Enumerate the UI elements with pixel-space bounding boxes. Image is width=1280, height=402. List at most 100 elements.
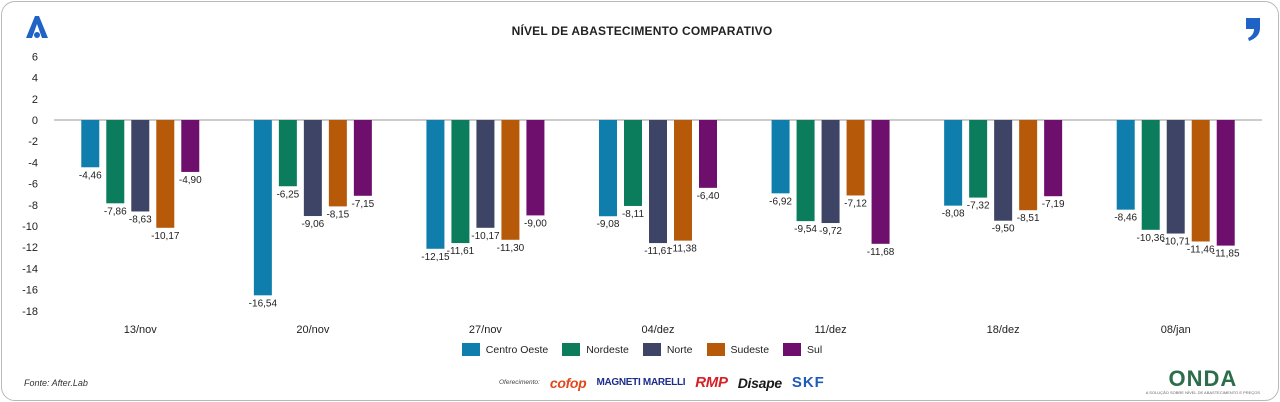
- bar-sul: [1216, 120, 1235, 246]
- source-note: Fonte: After.Lab: [24, 378, 88, 388]
- bar-sul: [526, 120, 545, 216]
- quote-mark-icon: [1246, 18, 1260, 41]
- legend-label: Sul: [807, 343, 823, 356]
- bar-sudeste: [1191, 120, 1210, 242]
- y-tick-label: -10: [22, 221, 38, 233]
- sponsors-strip: Oferecimento: cofop MAGNETI MARELLI RMP …: [499, 374, 825, 391]
- bar-centro-oeste: [771, 120, 790, 194]
- bar-centro-oeste: [253, 120, 272, 296]
- category-label: 11/dez: [814, 324, 846, 336]
- data-label: -11,30: [497, 243, 525, 254]
- bar-sudeste: [328, 120, 347, 207]
- data-label: -11,85: [1212, 249, 1240, 260]
- bar-centro-oeste: [1116, 120, 1135, 210]
- bar-nordeste: [278, 120, 297, 187]
- bar-nordeste: [451, 120, 470, 244]
- chart-legend: Centro Oeste Nordeste Norte Sudeste Sul: [2, 343, 1278, 356]
- data-label: -4,46: [79, 170, 102, 181]
- legend-item: Centro Oeste: [461, 343, 549, 356]
- bar-sul: [871, 120, 890, 244]
- data-label: -7,32: [967, 201, 990, 212]
- magneti-marelli-logo: MAGNETI MARELLI: [596, 377, 686, 388]
- data-label: -9,08: [597, 219, 620, 230]
- after-lab-logo-icon: [26, 16, 48, 38]
- category-label: 04/dez: [641, 324, 674, 336]
- data-label: -8,51: [1017, 213, 1040, 224]
- bar-norte: [131, 120, 150, 212]
- data-label: -7,19: [1042, 199, 1065, 210]
- data-label: -8,46: [1114, 213, 1137, 224]
- bar-norte: [821, 120, 840, 224]
- data-label: -10,17: [151, 231, 180, 242]
- y-tick-label: -16: [22, 285, 38, 297]
- data-label: -9,00: [524, 218, 547, 229]
- legend-label: Centro Oeste: [485, 343, 549, 356]
- data-label: -6,92: [769, 196, 792, 207]
- data-label: -7,15: [351, 199, 374, 210]
- data-label: -16,54: [249, 298, 278, 309]
- y-tick-label: -4: [28, 157, 38, 169]
- chart-title: NÍVEL DE ABASTECIMENTO COMPARATIVO: [511, 24, 773, 38]
- bar-sudeste: [674, 120, 692, 241]
- legend-swatch: [562, 343, 581, 356]
- data-label: -6,40: [697, 191, 720, 202]
- bar-nordeste: [796, 120, 815, 222]
- category-label: 27/nov: [469, 324, 503, 336]
- legend-swatch: [642, 343, 661, 356]
- y-tick-label: 6: [32, 51, 38, 63]
- bar-nordeste: [106, 120, 125, 204]
- category-label: 13/nov: [124, 324, 158, 336]
- rmp-logo: RMP: [695, 374, 728, 391]
- cofop-logo: cofop: [549, 374, 587, 391]
- data-label: -11,68: [867, 247, 895, 258]
- bar-sudeste: [501, 120, 520, 240]
- skf-logo: SKF: [791, 374, 825, 391]
- data-label: -11,61: [447, 246, 475, 257]
- legend-label: Nordeste: [586, 343, 629, 356]
- disape-logo: Disape: [737, 374, 782, 391]
- data-label: -4,90: [179, 175, 202, 186]
- y-tick-label: -2: [28, 136, 38, 148]
- data-label: -9,50: [992, 224, 1015, 235]
- onda-brand: ONDA A SOLUÇÃO SOBRE NÍVEL DE ABASTECIME…: [1145, 366, 1260, 396]
- data-label: -10,71: [1162, 237, 1191, 248]
- legend-item: Sul: [783, 343, 822, 356]
- bar-sul: [699, 120, 717, 188]
- data-label: -6,25: [276, 189, 299, 200]
- bar-nordeste: [624, 120, 642, 206]
- data-label: -11,38: [669, 244, 697, 255]
- data-label: -9,54: [794, 224, 817, 235]
- data-label: -9,06: [301, 219, 324, 230]
- data-label: -11,61: [644, 246, 672, 257]
- data-label: -8,15: [326, 209, 349, 220]
- data-label: -11,46: [1187, 244, 1215, 255]
- sponsor-label: Oferecimento:: [499, 379, 540, 386]
- legend-label: Norte: [666, 343, 693, 356]
- bar-centro-oeste: [944, 120, 963, 206]
- y-tick-label: -12: [22, 242, 38, 254]
- category-label: 18/dez: [987, 324, 1020, 336]
- y-tick-label: -14: [22, 263, 38, 275]
- bar-nordeste: [969, 120, 988, 198]
- bar-norte: [649, 120, 667, 244]
- onda-logo: ONDA: [1168, 366, 1238, 391]
- data-label: -8,63: [129, 214, 152, 225]
- legend-swatch: [783, 343, 802, 356]
- onda-tagline: A SOLUÇÃO SOBRE NÍVEL DE ABASTECIMENTO E…: [1145, 390, 1260, 395]
- bar-nordeste: [1141, 120, 1160, 230]
- data-label: -7,12: [844, 198, 867, 209]
- data-label: -10,36: [1137, 233, 1166, 244]
- bar-chart: 6420-2-4-6-8-10-12-14-16-18-4,46-7,86-8,…: [22, 51, 1262, 336]
- bar-sudeste: [846, 120, 865, 196]
- data-label: -7,86: [104, 206, 127, 217]
- y-tick-label: 0: [32, 115, 38, 127]
- bar-norte: [994, 120, 1013, 221]
- bar-sul: [1044, 120, 1063, 197]
- bar-sudeste: [1019, 120, 1038, 211]
- bar-norte: [303, 120, 322, 217]
- y-tick-label: -8: [28, 200, 38, 212]
- data-label: -8,11: [622, 209, 644, 220]
- legend-item: Nordeste: [562, 343, 629, 356]
- legend-item: Sudeste: [706, 343, 769, 356]
